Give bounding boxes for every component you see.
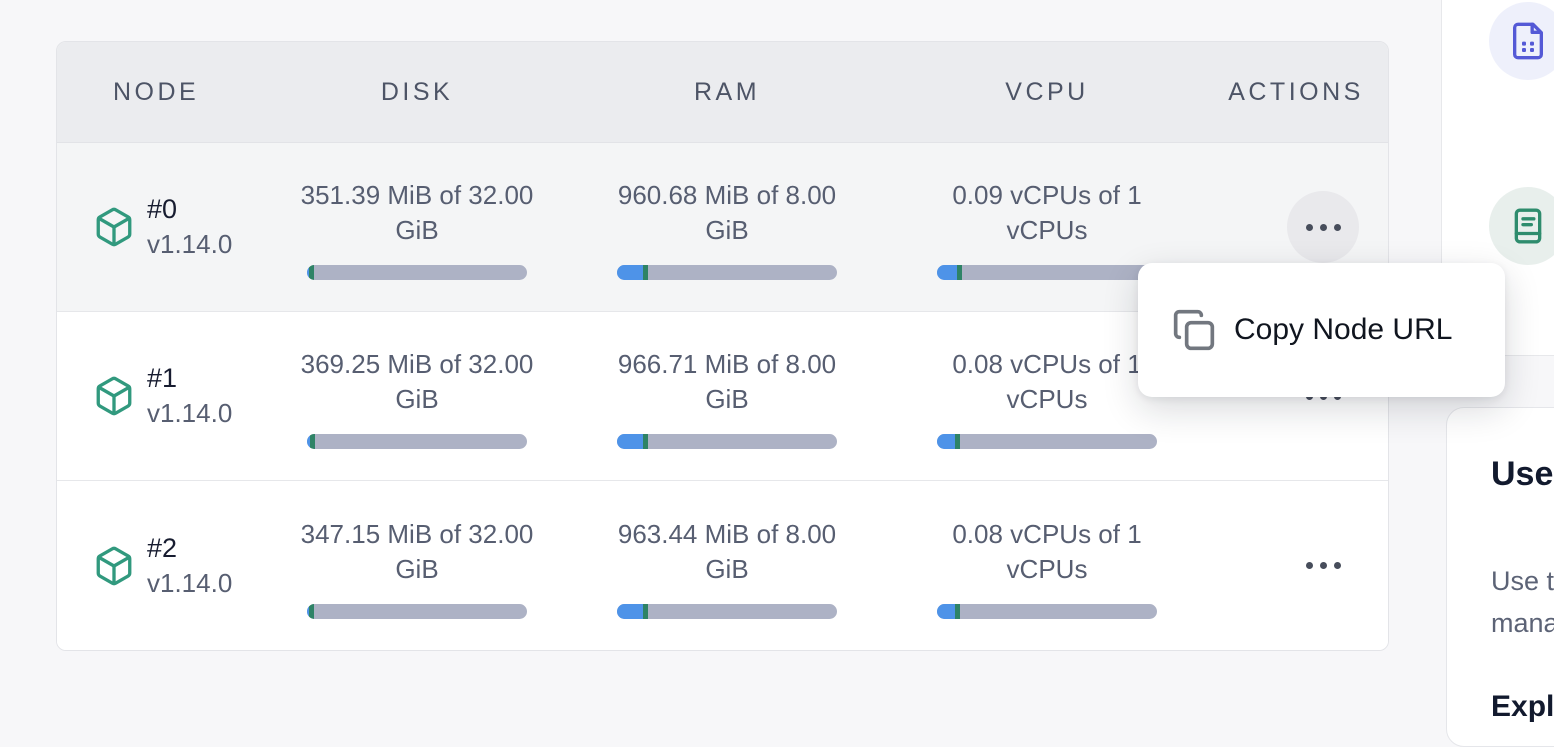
table-row[interactable]: #0 v1.14.0 351.39 MiB of 32.00 GiB 960.6… bbox=[57, 143, 1388, 312]
info-card-text-line-1: Use t bbox=[1491, 566, 1554, 596]
node-id: #0 bbox=[147, 194, 178, 224]
info-card: Use Use t mana Expl bbox=[1446, 407, 1554, 747]
menu-item-label: Copy Node URL bbox=[1234, 313, 1453, 346]
ram-bar-fill bbox=[617, 265, 643, 280]
vcpu-bar-fill bbox=[937, 603, 955, 619]
vcpu-cell: 0.08 vCPUs of 1 vCPUs bbox=[887, 481, 1207, 650]
vcpu-bar-fill bbox=[937, 265, 957, 280]
ram-line1: 966.71 MiB of 8.00 bbox=[617, 349, 837, 379]
file-report-icon bbox=[1513, 22, 1543, 60]
vcpu-progress-bar bbox=[937, 603, 1157, 619]
vcpu-line1: 0.09 vCPUs of 1 bbox=[952, 180, 1142, 210]
table-body: #0 v1.14.0 351.39 MiB of 32.00 GiB 960.6… bbox=[57, 143, 1388, 650]
ram-line1: 960.68 MiB of 8.00 bbox=[617, 180, 837, 210]
disk-line2: GiB bbox=[395, 553, 439, 584]
ram-progress-bar bbox=[617, 434, 837, 449]
disk-bar-marker bbox=[309, 434, 315, 449]
disk-cell: 347.15 MiB of 32.00 GiB bbox=[267, 481, 567, 650]
vcpu-cell: 0.08 vCPUs of 1 vCPUs bbox=[887, 312, 1207, 480]
vcpu-progress-bar bbox=[937, 434, 1157, 449]
disk-cell: 369.25 MiB of 32.00 GiB bbox=[267, 312, 567, 480]
vcpu-line1: 0.08 vCPUs of 1 bbox=[952, 349, 1142, 379]
disk-progress-bar bbox=[307, 603, 527, 619]
node-cell: #1 v1.14.0 bbox=[57, 312, 267, 480]
ram-bar-fill bbox=[617, 603, 643, 619]
ram-bar-marker bbox=[642, 603, 648, 619]
disk-line1: 347.15 MiB of 32.00 bbox=[300, 518, 534, 549]
book-button[interactable] bbox=[1489, 187, 1554, 265]
node-cell: #0 v1.14.0 bbox=[57, 143, 267, 311]
vcpu-line2: vCPUs bbox=[1006, 215, 1088, 245]
vcpu-bar-marker bbox=[954, 603, 960, 619]
row-actions-button[interactable] bbox=[1287, 191, 1359, 263]
node-version: v1.14.0 bbox=[147, 567, 233, 598]
cube-icon bbox=[96, 207, 132, 247]
file-report-button[interactable] bbox=[1489, 2, 1554, 80]
cube-icon bbox=[96, 376, 132, 416]
disk-bar-marker bbox=[309, 603, 315, 619]
vcpu-line2: vCPUs bbox=[1006, 553, 1088, 584]
disk-bar-marker bbox=[309, 265, 315, 280]
column-header-actions: ACTIONS bbox=[1228, 77, 1364, 106]
disk-progress-bar bbox=[307, 434, 527, 449]
ellipsis-icon bbox=[1305, 562, 1313, 569]
node-id: #2 bbox=[147, 532, 178, 563]
disk-bar-fill bbox=[307, 265, 310, 280]
ram-line1: 963.44 MiB of 8.00 bbox=[617, 518, 837, 549]
node-id: #1 bbox=[147, 363, 178, 393]
ram-progress-bar bbox=[617, 265, 837, 280]
disk-line2: GiB bbox=[395, 384, 439, 414]
vcpu-bar-fill bbox=[937, 434, 955, 449]
ram-line2: GiB bbox=[705, 553, 749, 584]
ram-bar-fill bbox=[617, 434, 643, 449]
column-header-node: NODE bbox=[113, 77, 200, 106]
copy-icon bbox=[1173, 309, 1215, 351]
vcpu-line2: vCPUs bbox=[1006, 384, 1088, 414]
vcpu-bar-marker bbox=[954, 434, 960, 449]
vcpu-progress-bar bbox=[937, 265, 1157, 280]
book-icon bbox=[1514, 208, 1542, 244]
info-card-text: Use t mana bbox=[1491, 560, 1554, 644]
node-version: v1.14.0 bbox=[147, 398, 233, 428]
vcpu-bar-marker bbox=[956, 265, 962, 280]
disk-progress-bar bbox=[307, 265, 527, 280]
menu-item-copy-node-url[interactable]: Copy Node URL bbox=[1172, 308, 1452, 352]
ellipsis-icon bbox=[1305, 223, 1313, 231]
actions-cell bbox=[1207, 481, 1385, 650]
ram-cell: 963.44 MiB of 8.00 GiB bbox=[567, 481, 887, 650]
actions-cell bbox=[1207, 143, 1385, 311]
cube-icon bbox=[96, 546, 132, 585]
ram-cell: 966.71 MiB of 8.00 GiB bbox=[567, 312, 887, 480]
ram-progress-bar bbox=[617, 603, 837, 619]
column-header-ram: RAM bbox=[693, 77, 761, 106]
vcpu-line1: 0.08 vCPUs of 1 bbox=[952, 518, 1142, 549]
table-row[interactable]: #2 v1.14.0 347.15 MiB of 32.00 GiB 963.4… bbox=[57, 481, 1388, 650]
node-cell: #2 v1.14.0 bbox=[57, 481, 267, 650]
table-header: NODE DISK RAM VCPU ACTIONS bbox=[57, 42, 1388, 143]
disk-line2: GiB bbox=[395, 215, 439, 245]
disk-cell: 351.39 MiB of 32.00 GiB bbox=[267, 143, 567, 311]
row-actions-button[interactable] bbox=[1287, 530, 1359, 602]
ram-bar-marker bbox=[642, 265, 648, 280]
disk-bar-fill bbox=[307, 603, 310, 619]
disk-line1: 351.39 MiB of 32.00 bbox=[300, 180, 534, 210]
node-version: v1.14.0 bbox=[147, 229, 233, 259]
info-card-partial-text: Expl bbox=[1491, 690, 1554, 723]
info-card-text-line-2: mana bbox=[1491, 608, 1554, 638]
vcpu-cell: 0.09 vCPUs of 1 vCPUs bbox=[887, 143, 1207, 311]
ram-bar-marker bbox=[642, 434, 648, 449]
info-card-title: Use bbox=[1491, 455, 1554, 493]
disk-bar-fill bbox=[307, 434, 310, 449]
disk-line1: 369.25 MiB of 32.00 bbox=[300, 349, 534, 379]
column-header-disk: DISK bbox=[380, 77, 454, 106]
ram-line2: GiB bbox=[705, 215, 749, 245]
ram-line2: GiB bbox=[705, 384, 749, 414]
context-menu: Copy Node URL bbox=[1138, 263, 1505, 397]
column-header-vcpu: VCPU bbox=[1005, 77, 1089, 106]
ram-cell: 960.68 MiB of 8.00 GiB bbox=[567, 143, 887, 311]
